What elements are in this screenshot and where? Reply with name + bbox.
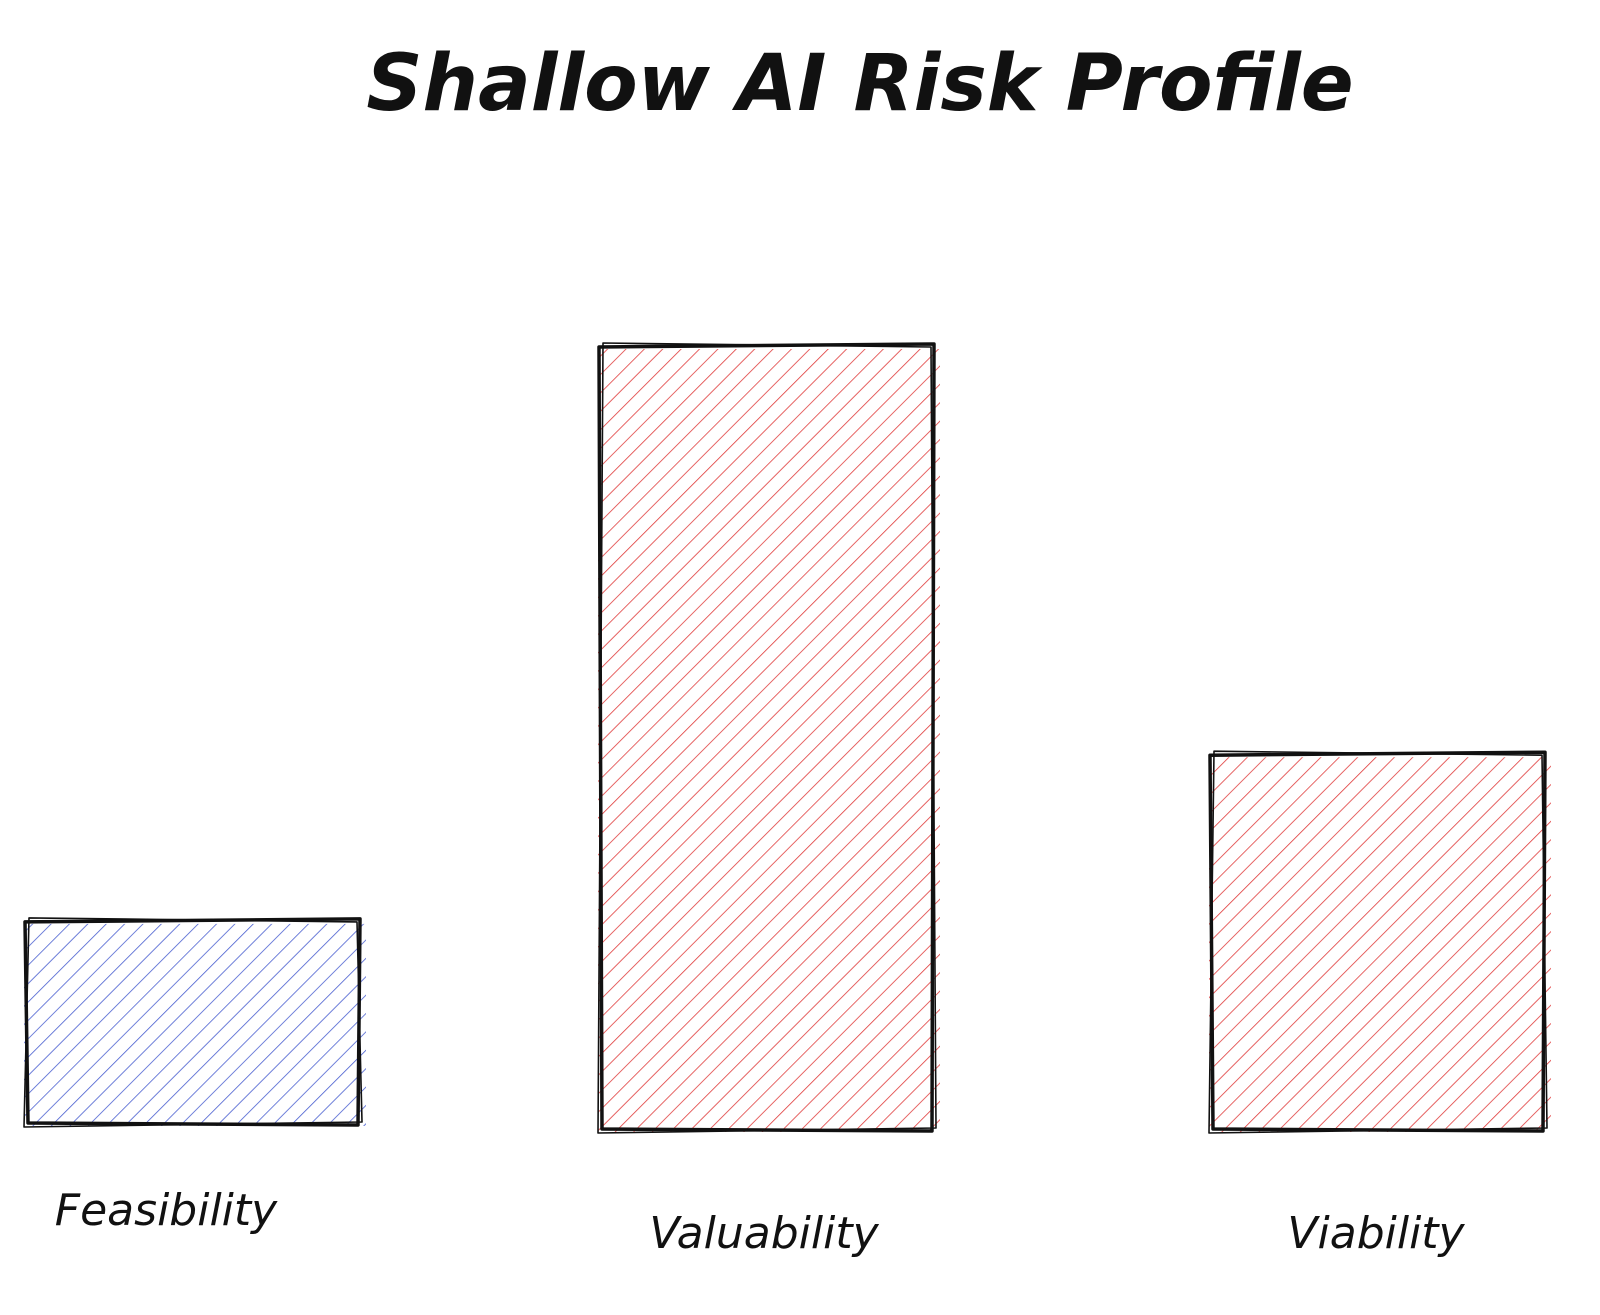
bar-valuability [597,342,940,1134]
category-label-valuability: Valuability [649,1208,879,1259]
bar-sketch-stroke-viability [1208,750,1548,1134]
bar-feasibility [23,917,366,1128]
bar-group [23,342,1551,1134]
bar-sketch-stroke-feasibility [23,917,363,1128]
bar-fill-feasibility [24,923,366,1126]
category-label-group: Feasibility Valuability Viability [55,1185,1466,1259]
bar-fill-valuability [598,349,940,1132]
bar-sketch-stroke-valuability [597,342,937,1134]
bar-viability [1208,750,1551,1134]
category-label-viability: Viability [1287,1208,1465,1259]
bar-fill-viability [1209,757,1551,1132]
category-label-feasibility: Feasibility [55,1185,278,1236]
chart-title: Shallow AI Risk Profile [366,39,1353,129]
